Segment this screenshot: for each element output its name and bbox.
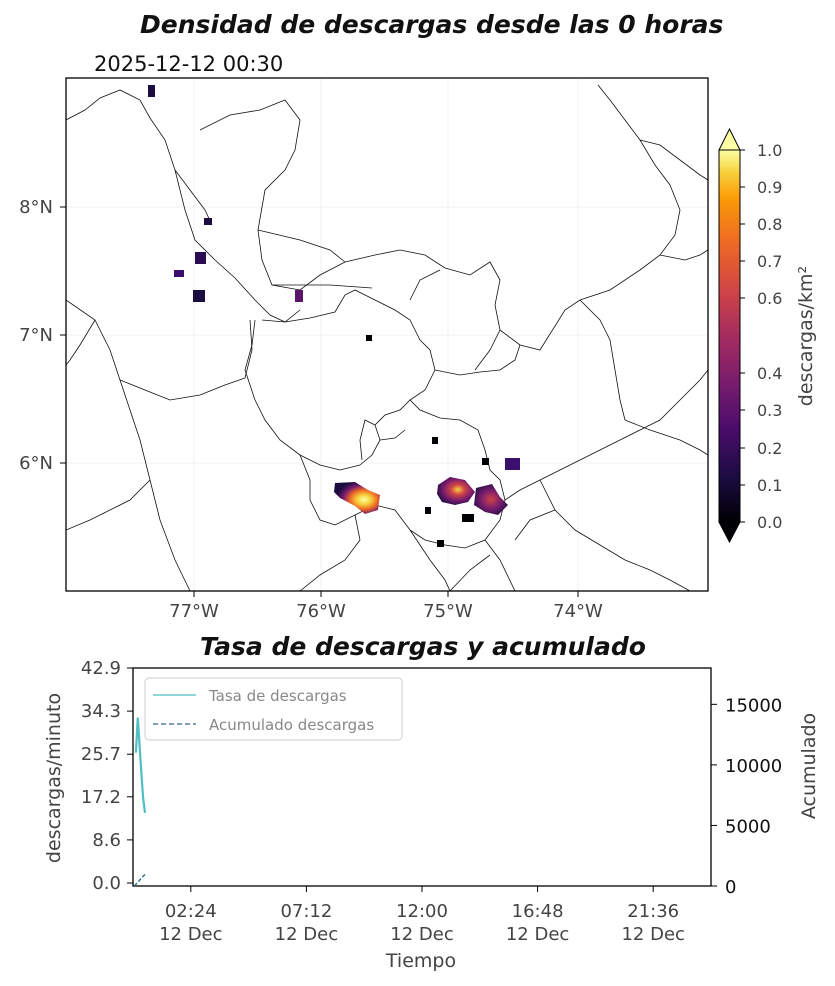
department-borders xyxy=(66,84,708,591)
colorbar-tick-label: 0.3 xyxy=(757,401,782,420)
cumulative-y-ticks: 0 5000 10000 15000 xyxy=(711,695,782,898)
colorbar-tick-label: 0.9 xyxy=(757,178,782,197)
rate-chart-title: Tasa de descargas y acumulado xyxy=(200,632,646,661)
series-cumulative-line xyxy=(133,874,146,887)
rate-y-label: descargas/minuto xyxy=(43,693,65,863)
series-rate-line xyxy=(134,717,147,813)
rate-x-tick-label: 07:12 xyxy=(280,901,332,922)
map-gridlines xyxy=(66,78,708,591)
cumulative-y-label: Acumulado xyxy=(798,713,820,819)
rate-y-tick-label: 42.9 xyxy=(81,658,121,679)
map-x-tick-label: 74°W xyxy=(553,601,603,622)
map-x-tick-label: 75°W xyxy=(423,601,473,622)
rate-x-tick-label: 12 Dec xyxy=(621,924,684,945)
colorbar-tick-label: 1.0 xyxy=(757,141,782,160)
rate-x-tick-label: 16:48 xyxy=(512,901,564,922)
rate-y-tick-label: 25.7 xyxy=(81,744,121,765)
map-y-ticks: 8°N 7°N 6°N xyxy=(19,197,66,474)
rate-panel: Tasa de descargas y acumulado 0.0 8.6 17.2… xyxy=(43,632,820,972)
colorbar-tick-label: 0.2 xyxy=(757,439,782,458)
map-x-tick-label: 76°W xyxy=(296,601,346,622)
colorbar-tick-label: 0.7 xyxy=(757,252,782,271)
rate-x-tick-label: 12 Dec xyxy=(275,924,338,945)
colorbar-label: descargas/km² xyxy=(795,266,817,406)
rate-legend: Tasa de descargas Acumulado descargas xyxy=(144,677,403,741)
rate-y-tick-label: 8.6 xyxy=(92,830,121,851)
map-title: Densidad de descargas desde las 0 horas xyxy=(140,10,724,39)
rate-y-tick-label: 0.0 xyxy=(92,873,121,894)
colorbar-tick-label: 0.6 xyxy=(757,289,782,308)
map-y-tick-label: 8°N xyxy=(19,197,53,218)
lightning-density xyxy=(148,85,520,547)
map-x-ticks: 77°W 76°W 75°W 74°W xyxy=(169,591,603,622)
cumulative-y-tick-label: 5000 xyxy=(725,816,771,837)
map-y-tick-label: 6°N xyxy=(19,453,53,474)
map-panel: 77°W 76°W 75°W 74°W 8°N 7°N 6°N xyxy=(19,77,709,622)
rate-x-tick-label: 12:00 xyxy=(396,901,448,922)
rate-x-tick-label: 12 Dec xyxy=(159,924,222,945)
legend-entry-rate: Tasa de descargas xyxy=(208,687,347,705)
map-x-tick-label: 77°W xyxy=(169,601,219,622)
rate-y-tick-label: 17.2 xyxy=(81,787,121,808)
rate-series-lines xyxy=(133,717,147,887)
rate-x-tick-label: 02:24 xyxy=(165,901,217,922)
rate-x-tick-label: 21:36 xyxy=(627,901,679,922)
map-subtitle: 2025-12-12 00:30 xyxy=(94,52,284,76)
rate-x-tick-label: 12 Dec xyxy=(390,924,453,945)
rate-x-tick-label: 12 Dec xyxy=(506,924,569,945)
colorbar-tick-label: 0.1 xyxy=(757,476,782,495)
colorbar-tick-label: 0.4 xyxy=(757,364,782,383)
cumulative-y-tick-label: 15000 xyxy=(725,695,782,716)
colorbar: 1.0 0.9 0.8 0.7 0.6 0.4 0.3 0.2 0.1 0.0 descargas… xyxy=(718,127,817,544)
cumulative-y-tick-label: 10000 xyxy=(725,756,782,777)
rate-y-ticks: 0.0 8.6 17.2 25.7 34.3 42.9 xyxy=(81,658,133,894)
rate-x-label: Tiempo xyxy=(385,950,456,972)
rate-y-tick-label: 34.3 xyxy=(81,701,121,722)
cumulative-y-tick-label: 0 xyxy=(725,877,736,898)
legend-entry-cumulative: Acumulado descargas xyxy=(209,716,374,734)
colorbar-tick-label: 0.0 xyxy=(757,513,782,532)
colorbar-tick-label: 0.8 xyxy=(757,215,782,234)
map-y-tick-label: 7°N xyxy=(19,325,53,346)
